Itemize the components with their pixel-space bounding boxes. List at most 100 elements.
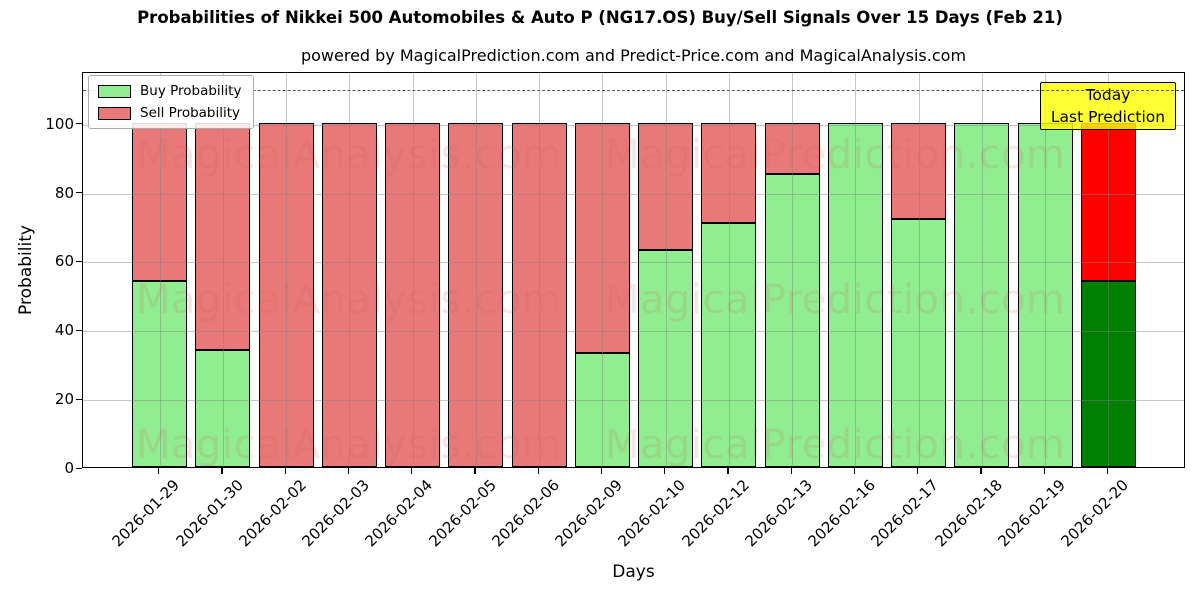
v-gridline xyxy=(222,73,224,467)
x-tick-label: 2026-02-16 xyxy=(804,476,880,551)
x-axis-label: Days xyxy=(612,562,655,582)
x-tick-mark xyxy=(347,468,350,474)
sell-swatch-icon xyxy=(98,106,131,120)
bar-buy-segment xyxy=(638,250,694,467)
x-tick-mark xyxy=(917,468,919,474)
v-gridline xyxy=(665,73,667,467)
x-tick-label: 2026-02-05 xyxy=(425,476,500,551)
x-tick-mark xyxy=(474,468,476,474)
bar-buy-segment xyxy=(1080,281,1136,467)
y-tick-mark xyxy=(76,123,82,125)
x-tick-label: 2026-02-19 xyxy=(994,476,1069,551)
bar-sell-segment xyxy=(891,122,947,220)
y-tick-label: 60 xyxy=(54,252,74,271)
bar-sell-segment xyxy=(574,122,630,354)
x-tick-label: 2026-02-06 xyxy=(488,476,563,551)
bar-sell-segment xyxy=(258,122,314,467)
x-tick-label: 2026-01-29 xyxy=(108,476,184,551)
v-gridline xyxy=(728,73,730,467)
bar-buy-segment xyxy=(827,122,883,467)
y-tick-mark xyxy=(76,329,82,332)
h-gridline xyxy=(83,262,1184,264)
y-tick-label: 40 xyxy=(54,321,74,340)
x-tick-label: 2026-02-20 xyxy=(1057,476,1133,551)
bar-buy-segment xyxy=(574,353,630,467)
x-tick-mark xyxy=(1043,468,1045,474)
legend-label-sell: Sell Probability xyxy=(140,105,241,121)
bar-sell-segment xyxy=(1080,122,1136,282)
x-tick-label: 2026-02-10 xyxy=(614,476,690,551)
today-annotation-box: Today Last Prediction xyxy=(1040,82,1176,130)
x-tick-mark xyxy=(980,468,982,474)
x-tick-label: 2026-02-02 xyxy=(235,476,310,551)
v-gridline xyxy=(792,73,794,467)
today-annotation-line1: Today xyxy=(1085,86,1131,104)
x-tick-mark xyxy=(537,468,539,474)
v-gridline xyxy=(412,73,414,467)
v-gridline xyxy=(539,73,541,467)
x-tick-label: 2026-02-17 xyxy=(867,476,943,551)
chart-subtitle: powered by MagicalPrediction.com and Pre… xyxy=(300,46,967,65)
y-tick-mark xyxy=(76,467,82,469)
y-tick-label: 0 xyxy=(64,459,74,477)
x-tick-label: 2026-02-18 xyxy=(931,476,1006,551)
v-gridline xyxy=(1045,73,1047,467)
y-tick-mark xyxy=(76,398,82,400)
x-tick-mark xyxy=(1106,468,1109,474)
bar-sell-segment xyxy=(448,122,504,467)
chart-title: Probabilities of Nikkei 500 Automobiles … xyxy=(137,8,1063,27)
x-tick-mark xyxy=(664,468,666,474)
bar-buy-segment xyxy=(132,281,188,467)
y-tick-label: 20 xyxy=(54,390,74,409)
bar-buy-segment xyxy=(701,222,757,467)
bar-sell-segment xyxy=(132,122,188,282)
bar-sell-segment xyxy=(321,122,377,467)
dashed-threshold-line xyxy=(83,90,1184,92)
x-tick-label: 2026-02-04 xyxy=(361,476,437,551)
x-tick-mark xyxy=(158,468,160,474)
y-tick-mark xyxy=(76,192,82,194)
legend-item-sell: Sell Probability xyxy=(98,105,241,121)
v-gridline xyxy=(981,73,983,467)
y-tick-mark xyxy=(76,260,82,263)
bar-buy-segment xyxy=(195,349,251,467)
bar-buy-segment xyxy=(891,219,947,467)
h-gridline xyxy=(83,331,1184,333)
h-gridline xyxy=(83,400,1184,402)
y-tick-label: 80 xyxy=(54,183,74,202)
x-tick-label: 2026-02-12 xyxy=(678,476,753,551)
bar-sell-segment xyxy=(195,122,251,350)
bar-sell-segment xyxy=(764,122,820,175)
v-gridline xyxy=(602,73,604,467)
x-tick-mark xyxy=(411,468,413,474)
v-gridline xyxy=(918,73,920,467)
bar-sell-segment xyxy=(701,122,757,223)
x-tick-mark xyxy=(853,468,856,474)
x-tick-mark xyxy=(221,468,223,474)
plot-area: Buy Probability Sell Probability Today L… xyxy=(82,72,1185,468)
x-tick-label: 2026-02-09 xyxy=(551,476,627,551)
h-gridline xyxy=(83,193,1184,195)
v-gridline xyxy=(349,73,351,467)
bar-sell-segment xyxy=(638,122,694,251)
x-tick-mark xyxy=(727,468,729,474)
bar-sell-segment xyxy=(385,122,441,467)
bar-buy-segment xyxy=(764,174,820,467)
v-gridline xyxy=(855,73,857,467)
x-tick-label: 2026-02-13 xyxy=(741,476,816,551)
v-gridline xyxy=(286,73,288,467)
x-tick-mark xyxy=(600,468,603,474)
x-tick-mark xyxy=(284,468,286,474)
h-gridline xyxy=(83,124,1184,126)
legend-item-buy: Buy Probability xyxy=(98,83,241,99)
today-annotation-line2: Last Prediction xyxy=(1050,108,1166,126)
x-tick-label: 2026-01-30 xyxy=(172,476,247,551)
buy-swatch-icon xyxy=(98,84,131,98)
legend-label-buy: Buy Probability xyxy=(140,83,242,99)
v-gridline xyxy=(1108,73,1110,467)
v-gridline xyxy=(475,73,477,467)
x-tick-label: 2026-02-03 xyxy=(298,476,374,551)
bar-sell-segment xyxy=(511,122,567,467)
legend: Buy Probability Sell Probability xyxy=(88,75,255,129)
y-tick-label: 100 xyxy=(45,114,74,133)
